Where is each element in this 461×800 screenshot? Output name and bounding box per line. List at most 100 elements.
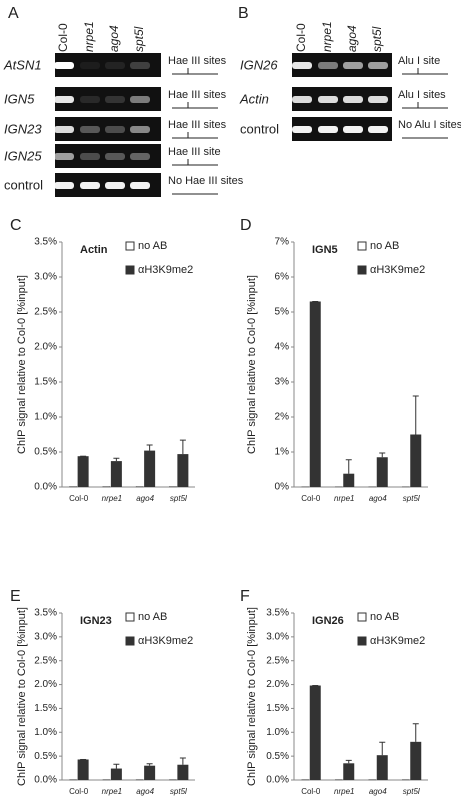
panel-label: F bbox=[240, 588, 250, 605]
lane-label: Col-0 bbox=[56, 23, 70, 52]
gel-band bbox=[54, 96, 74, 103]
y-tick-label: 0.0% bbox=[266, 775, 289, 786]
gel-band bbox=[368, 126, 388, 133]
y-tick-label: 1.0% bbox=[34, 412, 57, 423]
gel-band bbox=[292, 96, 312, 103]
row-label: control bbox=[240, 121, 279, 136]
error-bar bbox=[146, 444, 153, 451]
bar bbox=[343, 473, 355, 487]
bar bbox=[102, 486, 111, 488]
gel-band bbox=[343, 96, 363, 103]
site-note: Hae III sites bbox=[168, 119, 227, 131]
gel-band bbox=[130, 153, 150, 160]
gel-band bbox=[130, 182, 150, 189]
legend-label: αH3K9me2 bbox=[370, 264, 425, 276]
gel-band bbox=[54, 153, 74, 160]
y-tick-label: 2.0% bbox=[266, 679, 289, 690]
y-axis-label: ChIP signal relative to Col-0 [%input] bbox=[246, 275, 258, 454]
row-label: IGN5 bbox=[4, 91, 35, 106]
y-tick-label: 2.0% bbox=[34, 679, 57, 690]
legend-swatch bbox=[357, 265, 367, 275]
error-bar bbox=[379, 741, 386, 756]
y-tick-label: 5% bbox=[275, 307, 290, 318]
gel-band bbox=[368, 62, 388, 69]
y-tick-label: 0% bbox=[275, 482, 290, 493]
x-tick-label: ago4 bbox=[136, 787, 154, 796]
site-note: Alu I site bbox=[398, 55, 440, 67]
panel-label: A bbox=[8, 5, 19, 22]
y-tick-label: 2% bbox=[275, 412, 290, 423]
legend-label: no AB bbox=[370, 240, 399, 252]
row-label: IGN26 bbox=[240, 57, 278, 72]
gel-band bbox=[80, 182, 100, 189]
y-tick-label: 2.5% bbox=[34, 307, 57, 318]
x-tick-label: spt5l bbox=[170, 494, 187, 503]
y-tick-label: 1% bbox=[275, 447, 290, 458]
bar bbox=[169, 486, 177, 488]
x-tick-label: nrpe1 bbox=[102, 494, 122, 503]
gel-band bbox=[130, 96, 150, 103]
y-tick-label: 3.5% bbox=[266, 608, 289, 619]
error-bar bbox=[345, 459, 352, 474]
y-tick-label: 3% bbox=[275, 377, 290, 388]
legend-swatch bbox=[357, 612, 367, 622]
legend-swatch bbox=[125, 265, 135, 275]
gel-band bbox=[105, 182, 125, 189]
x-tick-label: spt5l bbox=[403, 787, 420, 796]
site-note: No Hae III sites bbox=[168, 175, 244, 187]
x-tick-label: nrpe1 bbox=[102, 787, 122, 796]
y-tick-label: 3.5% bbox=[34, 237, 57, 248]
y-tick-label: 0.5% bbox=[34, 447, 57, 458]
bar bbox=[410, 434, 422, 487]
x-tick-label: nrpe1 bbox=[334, 494, 354, 503]
error-bar bbox=[179, 757, 186, 765]
gel-band bbox=[54, 182, 74, 189]
y-tick-label: 0.0% bbox=[34, 775, 57, 786]
row-label: AtSN1 bbox=[3, 57, 42, 72]
lane-label: ago4 bbox=[107, 25, 121, 52]
gel-band bbox=[292, 126, 312, 133]
site-note: No Alu I sites bbox=[398, 119, 461, 131]
error-bar bbox=[379, 452, 386, 458]
legend-label: αH3K9me2 bbox=[138, 264, 193, 276]
lane-label: spt5l bbox=[370, 26, 384, 52]
gel-band bbox=[318, 96, 338, 103]
bar bbox=[177, 454, 189, 487]
error-bar bbox=[146, 763, 153, 766]
x-tick-label: nrpe1 bbox=[334, 787, 354, 796]
lane-label: ago4 bbox=[345, 25, 359, 52]
row-label: IGN25 bbox=[4, 148, 42, 163]
bar bbox=[343, 763, 355, 780]
error-bar bbox=[179, 439, 186, 455]
y-tick-label: 3.0% bbox=[266, 631, 289, 642]
y-tick-label: 1.5% bbox=[266, 703, 289, 714]
row-label: control bbox=[4, 177, 43, 192]
chart-title: IGN26 bbox=[312, 615, 344, 627]
x-tick-label: Col-0 bbox=[69, 787, 89, 796]
bar bbox=[410, 741, 422, 780]
bar bbox=[77, 759, 89, 780]
y-tick-label: 1.0% bbox=[266, 727, 289, 738]
gel-band bbox=[343, 62, 363, 69]
y-tick-label: 0.0% bbox=[34, 482, 57, 493]
bar bbox=[69, 486, 77, 488]
y-tick-label: 6% bbox=[275, 272, 290, 283]
error-bar bbox=[412, 395, 419, 435]
legend-swatch bbox=[125, 612, 135, 622]
lane-label: nrpe1 bbox=[82, 21, 96, 52]
legend-label: αH3K9me2 bbox=[138, 635, 193, 647]
y-tick-label: 0.5% bbox=[34, 751, 57, 762]
lane-label: spt5l bbox=[132, 26, 146, 52]
y-tick-label: 3.0% bbox=[34, 272, 57, 283]
gel-band bbox=[54, 62, 74, 69]
site-note: Hae III sites bbox=[168, 89, 227, 101]
y-tick-label: 7% bbox=[275, 237, 290, 248]
error-bar bbox=[113, 457, 120, 462]
panel-label: C bbox=[10, 217, 22, 234]
gel-band bbox=[343, 126, 363, 133]
y-tick-label: 1.5% bbox=[34, 703, 57, 714]
legend-swatch bbox=[125, 241, 135, 251]
lane-label: Col-0 bbox=[294, 23, 308, 52]
bar bbox=[110, 768, 122, 780]
